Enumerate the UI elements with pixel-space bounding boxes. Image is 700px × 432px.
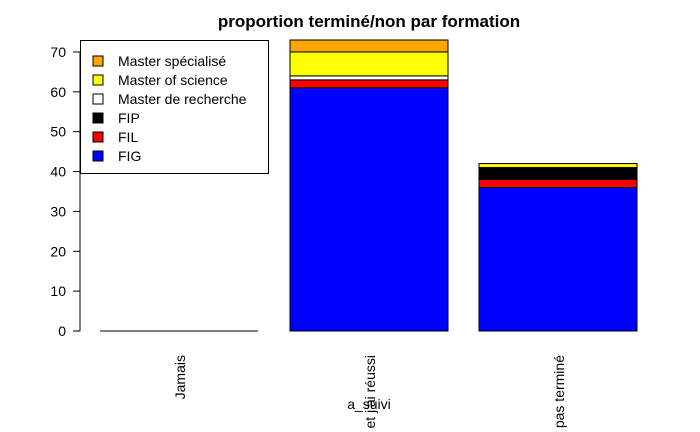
bar-et-j-ai-reussi-fig: [289, 87, 449, 332]
bar-et-j-ai-reussi-fil: [289, 79, 449, 89]
bar-pas-termine-fig: [478, 186, 638, 332]
y-tick-label-0: 0: [58, 323, 66, 339]
y-tick-label-50: 50: [50, 124, 66, 140]
bar-pas-termine-fil: [478, 179, 638, 188]
x-axis-label: a_suivi: [347, 396, 391, 412]
y-tick-label-40: 40: [50, 164, 66, 180]
bars: [100, 39, 638, 332]
y-tick-label-30: 30: [50, 203, 66, 219]
y-tick-label-10: 10: [50, 283, 66, 299]
x-tick-label-pas-termine: pas terminé: [551, 355, 567, 428]
y-tick-label-60: 60: [50, 84, 66, 100]
bar-pas-termine-master-of-science: [478, 163, 638, 169]
bar-et-j-ai-reussi-master-de-recherche: [289, 75, 449, 81]
x-tick-label-jamais: Jamais: [172, 355, 188, 399]
legend-swatch-master-de-recherche: [92, 93, 104, 105]
legend-label-master-specialise: Master spécialisé: [118, 53, 226, 69]
chart-title: proportion terminé/non par formation: [218, 12, 520, 31]
legend-label-master-of-science: Master of science: [118, 72, 228, 88]
legend-box: [80, 40, 269, 174]
legend-swatch-fig: [92, 150, 104, 162]
bar-et-j-ai-reussi-master-specialise: [289, 39, 449, 53]
y-tick-label-20: 20: [50, 243, 66, 259]
legend-swatch-fip: [92, 112, 104, 124]
legend-label-fig: FIG: [118, 148, 141, 164]
legend-swatch-master-specialise: [92, 55, 104, 67]
legend: Master spécialisé Master of science Master…: [80, 40, 269, 174]
bar-et-j-ai-reussi-master-of-science: [289, 51, 449, 77]
x-tick-labels: Jamais et j'ai réussi pas terminé: [172, 355, 567, 429]
legend-swatch-master-of-science: [92, 74, 104, 86]
legend-label-fip: FIP: [118, 110, 140, 126]
x-tick-label-et-j-ai-reussi: et j'ai réussi: [362, 355, 378, 428]
legend-label-master-de-recherche: Master de recherche: [118, 91, 247, 107]
y-tick-label-70: 70: [50, 44, 66, 60]
legend-label-fil: FIL: [118, 129, 138, 145]
legend-swatch-fil: [92, 131, 104, 143]
y-axis: 0 10 20 30 40 50 60 70: [50, 44, 81, 339]
bar-pas-termine-fip: [478, 167, 638, 181]
